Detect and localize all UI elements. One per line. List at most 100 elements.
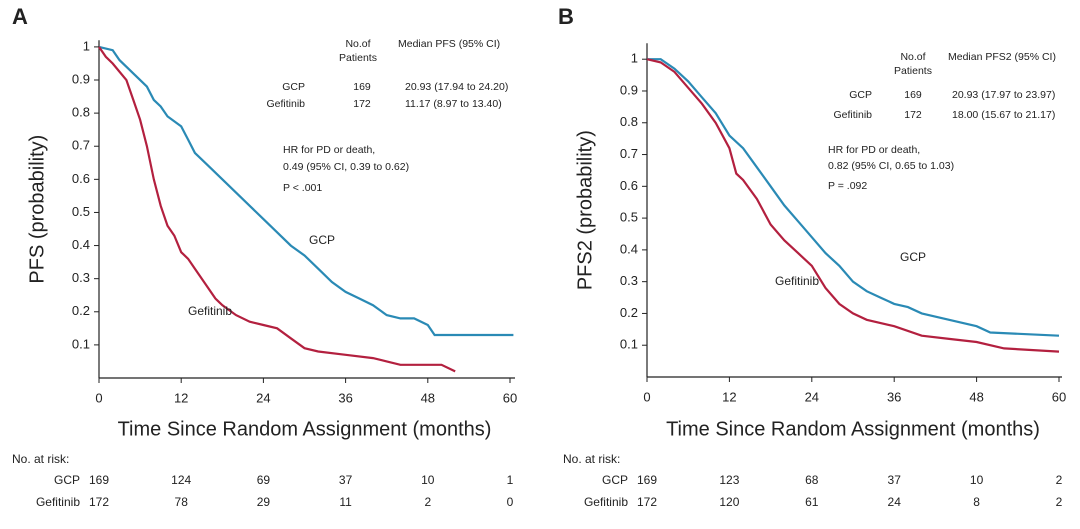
survival-curve [647,58,1060,337]
risk-count: 68 [805,473,819,487]
risk-count: 1 [507,473,514,487]
x-axis-label: Time Since Random Assignment (months) [666,418,1040,440]
risk-count: 37 [888,473,902,487]
y-tick-label: 0.7 [72,138,90,153]
x-tick-label: 0 [95,390,102,405]
annotation: HR for PD or death, [283,144,375,156]
y-tick-label: 1 [631,51,638,66]
table-cell: 20.93 (17.97 to 23.97) [952,89,1055,101]
table-cell: Gefitinib [266,98,305,110]
risk-count: 169 [89,473,109,487]
y-tick-label: 0.4 [620,241,638,256]
x-tick-label: 48 [969,389,983,404]
survival-curve [98,45,514,337]
risk-row-name: Gefitinib [36,495,80,509]
annotation: 0.82 (95% CI, 0.65 to 1.03) [828,160,954,172]
risk-count: 10 [970,473,984,487]
y-tick-label: 0.1 [72,336,90,351]
risk-count: 37 [339,473,353,487]
risk-title: No. at risk: [563,452,620,466]
panel-label: B [558,4,574,29]
x-tick-label: 48 [421,390,435,405]
x-tick-label: 60 [1052,389,1066,404]
risk-count: 172 [637,495,657,509]
table-cell: Gefitinib [833,109,872,121]
y-tick-label: 0.9 [620,82,638,97]
risk-count: 10 [421,473,435,487]
y-tick-label: 0.3 [72,270,90,285]
table-cell: 172 [904,109,922,121]
y-tick-label: 0.2 [72,303,90,318]
y-tick-label: 0.8 [620,114,638,129]
y-tick-label: 0.3 [620,273,638,288]
y-tick-label: 0.1 [620,337,638,352]
y-tick-label: 0.2 [620,305,638,320]
y-tick-label: 0.5 [72,204,90,219]
risk-count: 120 [719,495,739,509]
y-axis-label: PFS2 (probability) [574,130,596,290]
x-tick-label: 24 [805,389,819,404]
y-tick-label: 0.7 [620,146,638,161]
x-tick-label: 0 [643,389,650,404]
table-header: No.of [345,38,370,50]
risk-count: 69 [257,473,271,487]
x-tick-label: 36 [338,390,352,405]
risk-count: 169 [637,473,657,487]
risk-row-name: Gefitinib [584,495,628,509]
x-tick-label: 12 [722,389,736,404]
risk-count: 24 [888,495,902,509]
x-tick-label: 12 [174,390,188,405]
risk-row-name: GCP [54,473,80,487]
panel-label: A [12,4,28,29]
risk-count: 123 [719,473,739,487]
risk-count: 11 [339,495,352,509]
risk-count: 78 [175,495,189,509]
risk-count: 29 [257,495,271,509]
y-tick-label: 0.6 [72,171,90,186]
x-tick-label: 36 [887,389,901,404]
survival-curve [98,46,456,373]
survival-curve [646,58,1060,353]
y-tick-label: 0.4 [72,237,90,252]
risk-count: 2 [1056,473,1063,487]
annotation: HR for PD or death, [828,144,920,156]
table-header: Median PFS2 (95% CI) [948,51,1056,63]
risk-count: 2 [424,495,431,509]
table-cell: 11.17 (8.97 to 13.40) [405,98,502,110]
y-tick-label: 0.6 [620,178,638,193]
risk-count: 124 [171,473,191,487]
x-tick-label: 24 [256,390,270,405]
table-cell: 169 [353,81,371,93]
risk-count: 0 [507,495,514,509]
table-header: No.of [900,51,925,63]
curve-label: GCP [900,250,926,264]
risk-count: 2 [1056,495,1063,509]
table-cell: GCP [849,89,872,101]
table-header: Patients [339,52,377,64]
annotation: 0.49 (95% CI, 0.39 to 0.62) [283,161,409,173]
risk-count: 61 [805,495,819,509]
table-header: Patients [894,65,932,77]
y-tick-label: 0.9 [72,71,90,86]
risk-count: 8 [973,495,980,509]
curve-label: Gefitinib [775,274,819,288]
curve-label: GCP [309,233,335,247]
risk-count: 172 [89,495,109,509]
x-axis-label: Time Since Random Assignment (months) [118,418,492,440]
table-cell: 169 [904,89,922,101]
y-axis-label: PFS (probability) [26,135,48,284]
table-cell: GCP [282,81,305,93]
annotation: P = .092 [828,180,867,192]
y-tick-label: 0.8 [72,105,90,120]
table-header: Median PFS (95% CI) [398,38,500,50]
y-tick-label: 1 [83,38,90,53]
y-tick-label: 0.5 [620,210,638,225]
table-cell: 172 [353,98,371,110]
table-cell: 20.93 (17.94 to 24.20) [405,81,508,93]
risk-row-name: GCP [602,473,628,487]
curve-label: Gefitinib [188,304,232,318]
risk-title: No. at risk: [12,452,69,466]
table-cell: 18.00 (15.67 to 21.17) [952,109,1055,121]
annotation: P < .001 [283,182,322,194]
